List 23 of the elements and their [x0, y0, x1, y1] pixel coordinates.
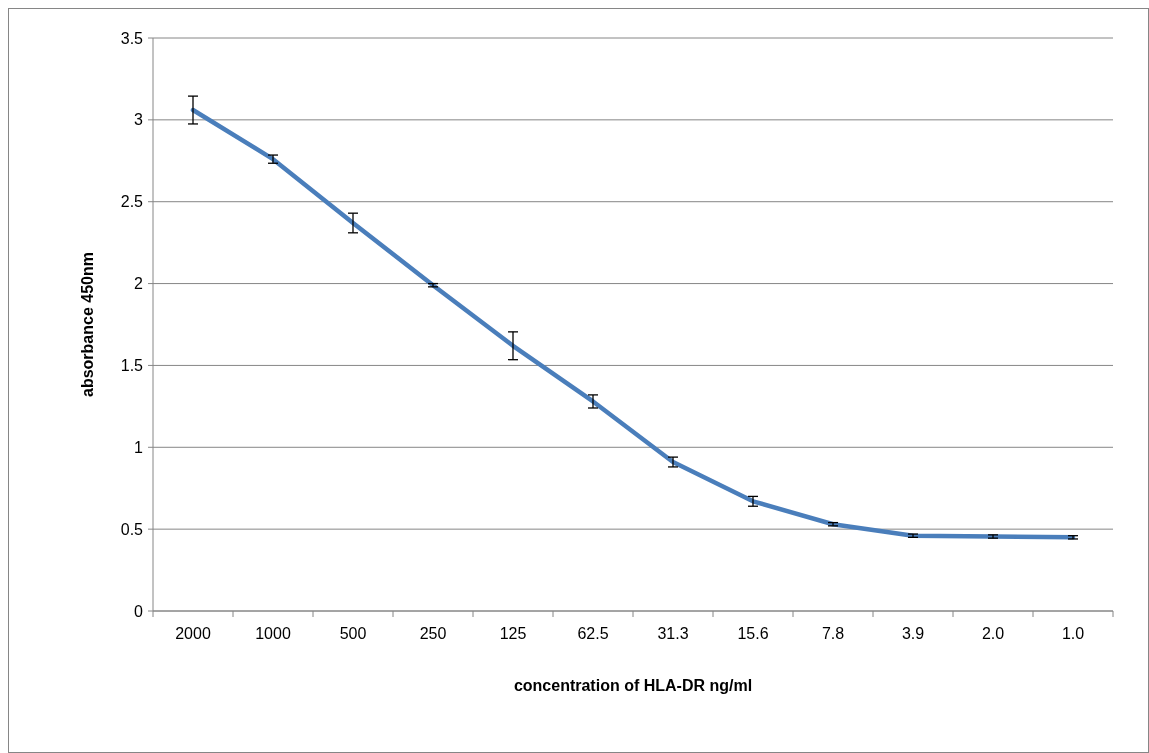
y-tick-label: 3.5 — [120, 29, 144, 47]
x-tick-label: 7.8 — [821, 625, 845, 642]
x-axis-title: concentration of HLA-DR ng/ml — [513, 677, 753, 694]
y-tick-label: 0.5 — [120, 520, 144, 538]
x-tick-label: 1.0 — [1061, 625, 1085, 642]
y-tick-label: 2.5 — [120, 193, 144, 211]
y-tick-label: 1 — [134, 438, 144, 456]
line-series — [190, 107, 1076, 540]
y-tick-label: 1.5 — [120, 357, 144, 375]
x-tick-label: 15.6 — [737, 625, 769, 642]
y-tick-label: 0 — [134, 602, 144, 620]
x-tick-label: 31.3 — [657, 625, 689, 642]
x-tick-label: 125 — [499, 625, 527, 642]
x-tick-label: 2.0 — [981, 625, 1005, 642]
x-tick-label: 500 — [339, 625, 367, 642]
x-tick-label: 62.5 — [577, 625, 609, 642]
y-axis-title: absorbance 450nm — [79, 252, 96, 397]
x-tick-label: 1000 — [255, 625, 291, 642]
y-tick-label: 3 — [134, 111, 144, 129]
x-tick-label: 2000 — [175, 625, 211, 642]
y-tick-label: 2 — [134, 275, 144, 293]
x-tick-label: 250 — [419, 625, 447, 642]
x-tick-label: 3.9 — [901, 625, 925, 642]
